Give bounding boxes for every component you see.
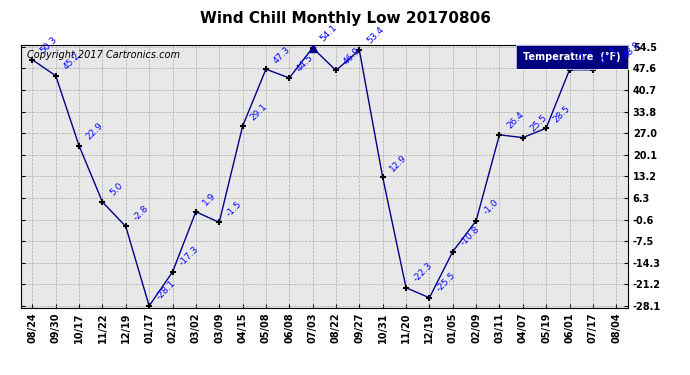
Text: -28.1: -28.1	[155, 279, 177, 302]
Text: 54.1: 54.1	[318, 23, 339, 44]
Text: -17.3: -17.3	[178, 245, 201, 268]
Text: 5.0: 5.0	[108, 181, 124, 198]
Text: 1.9: 1.9	[201, 191, 218, 208]
Text: 45.2: 45.2	[61, 51, 81, 72]
Text: -25.5: -25.5	[435, 271, 457, 294]
Text: 53.4: 53.4	[365, 26, 386, 46]
Text: -1.0: -1.0	[482, 198, 500, 217]
Text: -1.5: -1.5	[225, 200, 244, 218]
Text: Wind Chill Monthly Low 20170806: Wind Chill Monthly Low 20170806	[199, 11, 491, 26]
Text: 25.5: 25.5	[529, 113, 549, 134]
Text: Copyright 2017 Cartronics.com: Copyright 2017 Cartronics.com	[27, 50, 180, 60]
Text: 46.9: 46.9	[342, 46, 362, 66]
Text: 47.3: 47.3	[271, 45, 292, 65]
Text: -2.8: -2.8	[131, 204, 150, 222]
Text: 26.4: 26.4	[505, 110, 525, 130]
Text: -22.3: -22.3	[412, 261, 434, 284]
Text: 50.3: 50.3	[38, 35, 59, 56]
Text: 22.9: 22.9	[85, 121, 105, 142]
Text: 28.5: 28.5	[552, 104, 572, 124]
Text: 47.1: 47.1	[575, 45, 595, 66]
Text: 44.5: 44.5	[295, 53, 315, 74]
Text: 12.9: 12.9	[388, 153, 408, 173]
Text: 48.8: 48.8	[622, 40, 642, 60]
Text: 29.1: 29.1	[248, 102, 268, 122]
Text: 47.1: 47.1	[598, 45, 619, 66]
Text: -10.8: -10.8	[458, 225, 481, 248]
